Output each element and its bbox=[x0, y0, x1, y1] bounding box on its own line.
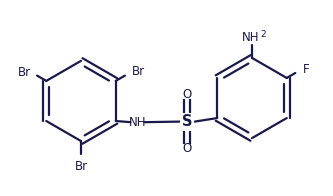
Text: Br: Br bbox=[132, 65, 145, 78]
Text: F: F bbox=[303, 63, 309, 76]
Text: NH: NH bbox=[129, 116, 146, 129]
Text: Br: Br bbox=[18, 65, 31, 79]
Text: O: O bbox=[182, 142, 192, 155]
Text: NH: NH bbox=[242, 31, 260, 44]
Text: 2: 2 bbox=[260, 30, 266, 39]
Text: Br: Br bbox=[75, 160, 88, 173]
Text: S: S bbox=[182, 114, 192, 129]
Text: O: O bbox=[182, 88, 192, 101]
